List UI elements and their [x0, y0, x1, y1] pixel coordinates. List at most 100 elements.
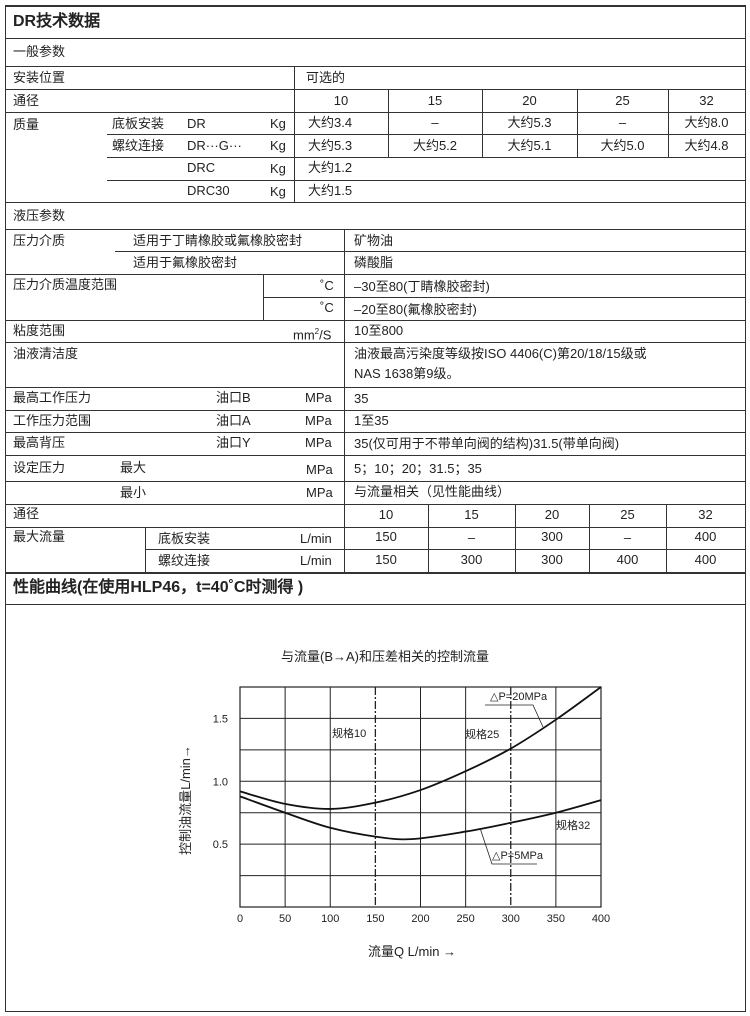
flow-type: 底板安装	[158, 531, 211, 546]
viscosity-label: 粘度范围	[13, 323, 66, 338]
y-tick-label: 1.0	[213, 776, 228, 788]
temp-value: –20至80(氟橡胶密封)	[354, 302, 477, 317]
divider	[107, 180, 746, 181]
divider	[5, 202, 746, 203]
divider	[5, 320, 746, 321]
divider	[577, 89, 578, 157]
pressure-value: 35	[354, 391, 369, 406]
mass-model: DRC30	[187, 183, 230, 198]
x-tick-label: 100	[321, 913, 339, 925]
border	[5, 5, 6, 1012]
divider	[5, 112, 746, 113]
divider	[5, 66, 746, 67]
viscosity-unit: mm2/S	[293, 324, 331, 343]
series-curve-1	[239, 795, 602, 841]
size-cell: 25	[620, 507, 635, 522]
temp-unit: ˚C	[320, 300, 334, 315]
divider	[482, 89, 483, 157]
chart-title: 与流量(B→A)和压差相关的控制流量	[281, 649, 489, 664]
pressure-unit: MPa	[305, 435, 332, 450]
divider	[5, 342, 746, 343]
border	[745, 5, 746, 1012]
divider	[5, 410, 746, 411]
flow-value: 300	[541, 552, 563, 567]
x-tick-label: 350	[547, 913, 565, 925]
set-value: 5；10；20；31.5；35	[354, 461, 482, 476]
divider	[515, 504, 516, 572]
pressure-value: 35(仅可用于不带单向阀的结构)31.5(带单向阀)	[354, 436, 620, 451]
size-cell: 10	[333, 93, 349, 108]
flow-value: 300	[541, 529, 563, 544]
mass-value: –	[618, 115, 627, 130]
pressure-label: 工作压力范围	[13, 413, 92, 428]
mass-value: 大约5.3	[308, 138, 353, 153]
size-cell: 32	[699, 93, 714, 108]
flow-label: 最大流量	[13, 529, 66, 544]
page-title: DR技术数据	[13, 13, 101, 30]
flow-unit: L/min	[300, 531, 332, 546]
divider	[5, 572, 746, 574]
size-label: 通径	[13, 506, 40, 521]
divider	[388, 89, 389, 157]
medium-value: 矿物油	[354, 233, 394, 248]
y-tick-label: 1.5	[213, 713, 228, 725]
divider	[5, 89, 746, 90]
pressure-value: 1至35	[354, 413, 389, 428]
flow-value: 150	[375, 552, 397, 567]
x-tick-label: 300	[502, 913, 520, 925]
flow-value: 400	[694, 552, 717, 567]
x-tick-label: 50	[279, 913, 291, 925]
unit-base: mm	[293, 327, 315, 343]
x-tick-label: 400	[592, 913, 610, 925]
mass-value: 大约5.1	[507, 138, 552, 153]
set-sub: 最大	[120, 460, 147, 475]
flow-value: 400	[616, 552, 639, 567]
unit-tail: /S	[319, 327, 332, 343]
divider	[428, 504, 429, 572]
series-label-5mpa: △P=5MPa	[492, 850, 544, 862]
set-unit: MPa	[306, 485, 333, 500]
divider	[5, 387, 746, 388]
medium-seal: 适用于丁睛橡胶或氟橡胶密封	[133, 233, 303, 248]
temp-unit: ˚C	[320, 278, 334, 293]
mass-value: 大约1.2	[308, 160, 353, 175]
pressure-port: 油口A	[216, 413, 251, 428]
flow-value: 400	[694, 529, 717, 544]
divider	[5, 504, 746, 505]
unit-sup: 2	[314, 327, 320, 336]
mounting-value: 可选的	[306, 70, 346, 85]
section-general: 一般参数	[13, 44, 66, 59]
size-cell: 25	[615, 93, 630, 108]
x-tick-label: 0	[237, 913, 243, 925]
medium-value: 磷酸脂	[354, 255, 394, 270]
size-cell: 15	[427, 93, 443, 108]
set-value: 与流量相关（见性能曲线）	[354, 484, 511, 499]
mass-model: DR···G···	[187, 138, 242, 153]
set-sub: 最小	[120, 485, 147, 500]
pressure-unit: MPa	[305, 390, 332, 405]
leader-line	[479, 827, 537, 865]
size-cell: 20	[522, 93, 537, 108]
mass-value: –	[431, 115, 439, 130]
mass-model: DRC	[187, 160, 216, 175]
mass-value: 大约1.5	[308, 183, 353, 198]
border	[5, 1011, 746, 1012]
marker-label-size32: 规格32	[556, 818, 590, 832]
pressure-port: 油口Y	[216, 435, 251, 450]
pressure-label: 最高背压	[13, 435, 66, 450]
series-curve-0	[239, 686, 602, 810]
section-curves: 性能曲线(在使用HLP46，t=40˚C时测得 )	[13, 579, 304, 596]
pressure-label: 最高工作压力	[13, 390, 92, 405]
flow-value: 150	[375, 529, 397, 544]
set-pressure-label: 设定压力	[13, 460, 66, 475]
size-label: 通径	[13, 93, 40, 108]
pressure-unit: MPa	[305, 413, 332, 428]
series-label-20mpa: △P=20MPa	[490, 691, 548, 703]
section-hydraulic: 液压参数	[13, 208, 66, 223]
set-unit: MPa	[306, 462, 333, 477]
size-cell: 15	[464, 507, 479, 522]
mass-unit: Kg	[270, 184, 286, 199]
mass-value: 大约3.4	[308, 115, 353, 130]
